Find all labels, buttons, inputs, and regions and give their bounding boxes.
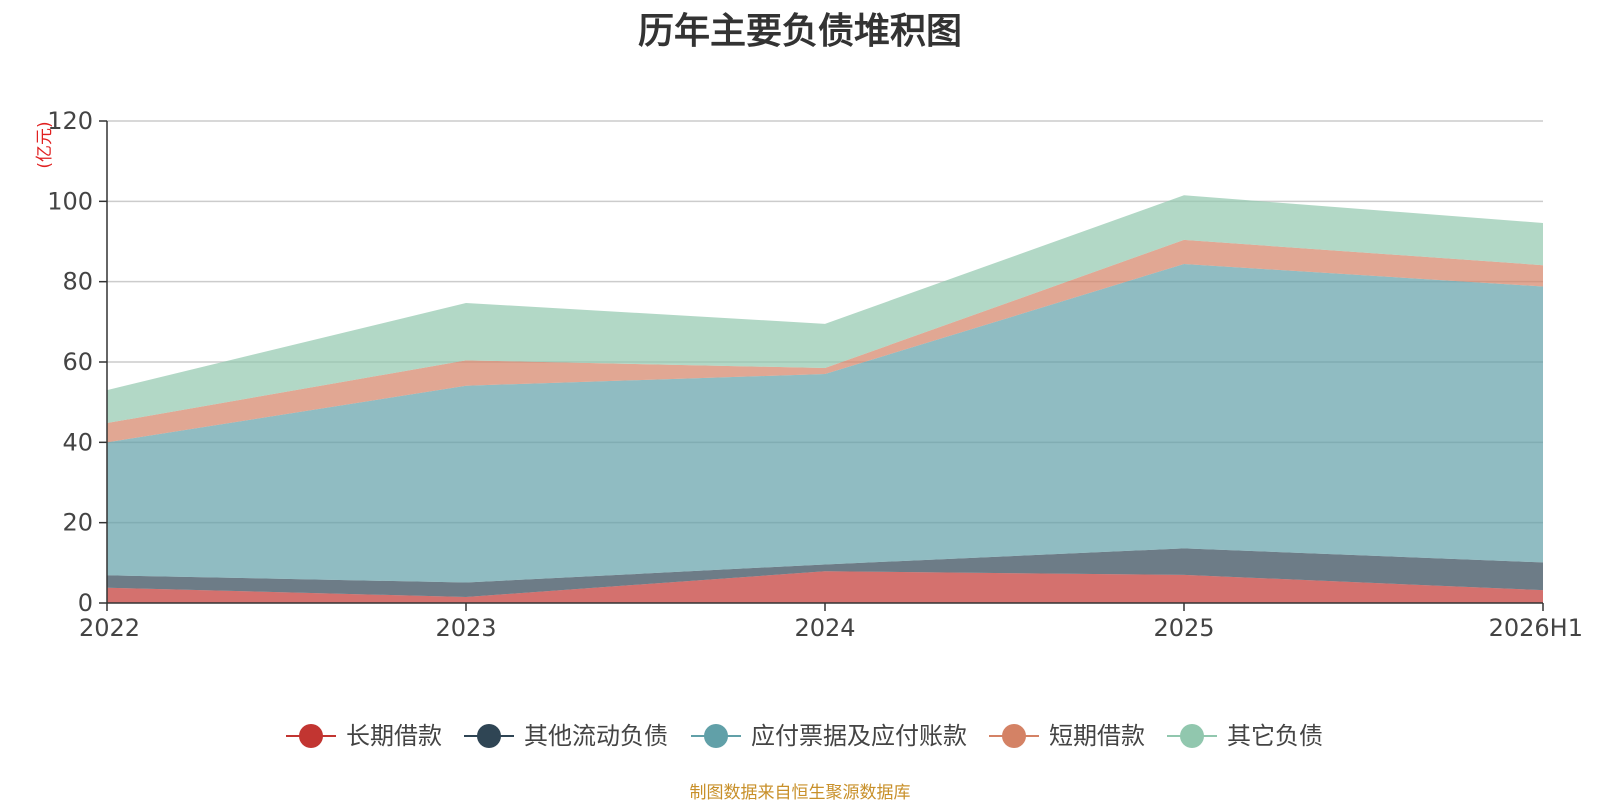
legend-item[interactable]: 短期借款 [989, 722, 1145, 750]
area-series-3 [107, 239, 1543, 443]
legend-item[interactable]: 长期借款 [286, 722, 442, 750]
area-series-1 [107, 548, 1543, 597]
legend-marker [299, 724, 323, 748]
legend-marker [1002, 724, 1026, 748]
y-axis-ticks: 0 20 40 60 80 100 120 [47, 107, 107, 617]
legend-label: 长期借款 [346, 722, 442, 750]
x-axis-ticks: 2022 2023 2024 2025 2026H1 [79, 603, 1583, 642]
legend-item[interactable]: 其他流动负债 [464, 722, 668, 750]
y-tick-label: 0 [78, 589, 93, 617]
legend-item[interactable]: 其它负债 [1167, 722, 1323, 750]
chart-title: 历年主要负债堆积图 [637, 11, 962, 52]
y-axis-unit-label: (亿元) [35, 121, 55, 168]
area-series-2 [107, 263, 1543, 583]
legend-marker [477, 724, 501, 748]
area-series-0 [107, 571, 1543, 603]
area-series-4 [107, 195, 1543, 424]
x-tick-label: 2025 [1153, 614, 1214, 642]
y-tick-label: 40 [62, 428, 93, 456]
x-tick-label: 2024 [794, 614, 855, 642]
legend-label: 应付票据及应付账款 [751, 722, 967, 750]
legend-label: 其它负债 [1227, 722, 1323, 750]
legend-marker [704, 724, 728, 748]
x-tick-label: 2026H1 [1489, 614, 1583, 642]
legend: 长期借款 其他流动负债 应付票据及应付账款 短期借款 其它负债 [286, 722, 1323, 750]
area-series [107, 195, 1543, 603]
y-tick-label: 120 [47, 107, 93, 135]
y-tick-label: 60 [62, 348, 93, 376]
legend-item[interactable]: 应付票据及应付账款 [691, 722, 967, 750]
legend-marker [1180, 724, 1204, 748]
legend-label: 其他流动负债 [524, 722, 668, 750]
y-tick-label: 100 [47, 187, 93, 215]
data-source-note: 制图数据来自恒生聚源数据库 [689, 783, 911, 803]
y-tick-label: 20 [62, 509, 93, 537]
x-tick-label: 2022 [79, 614, 140, 642]
legend-label: 短期借款 [1049, 722, 1145, 750]
y-tick-label: 80 [62, 268, 93, 296]
x-tick-label: 2023 [435, 614, 496, 642]
